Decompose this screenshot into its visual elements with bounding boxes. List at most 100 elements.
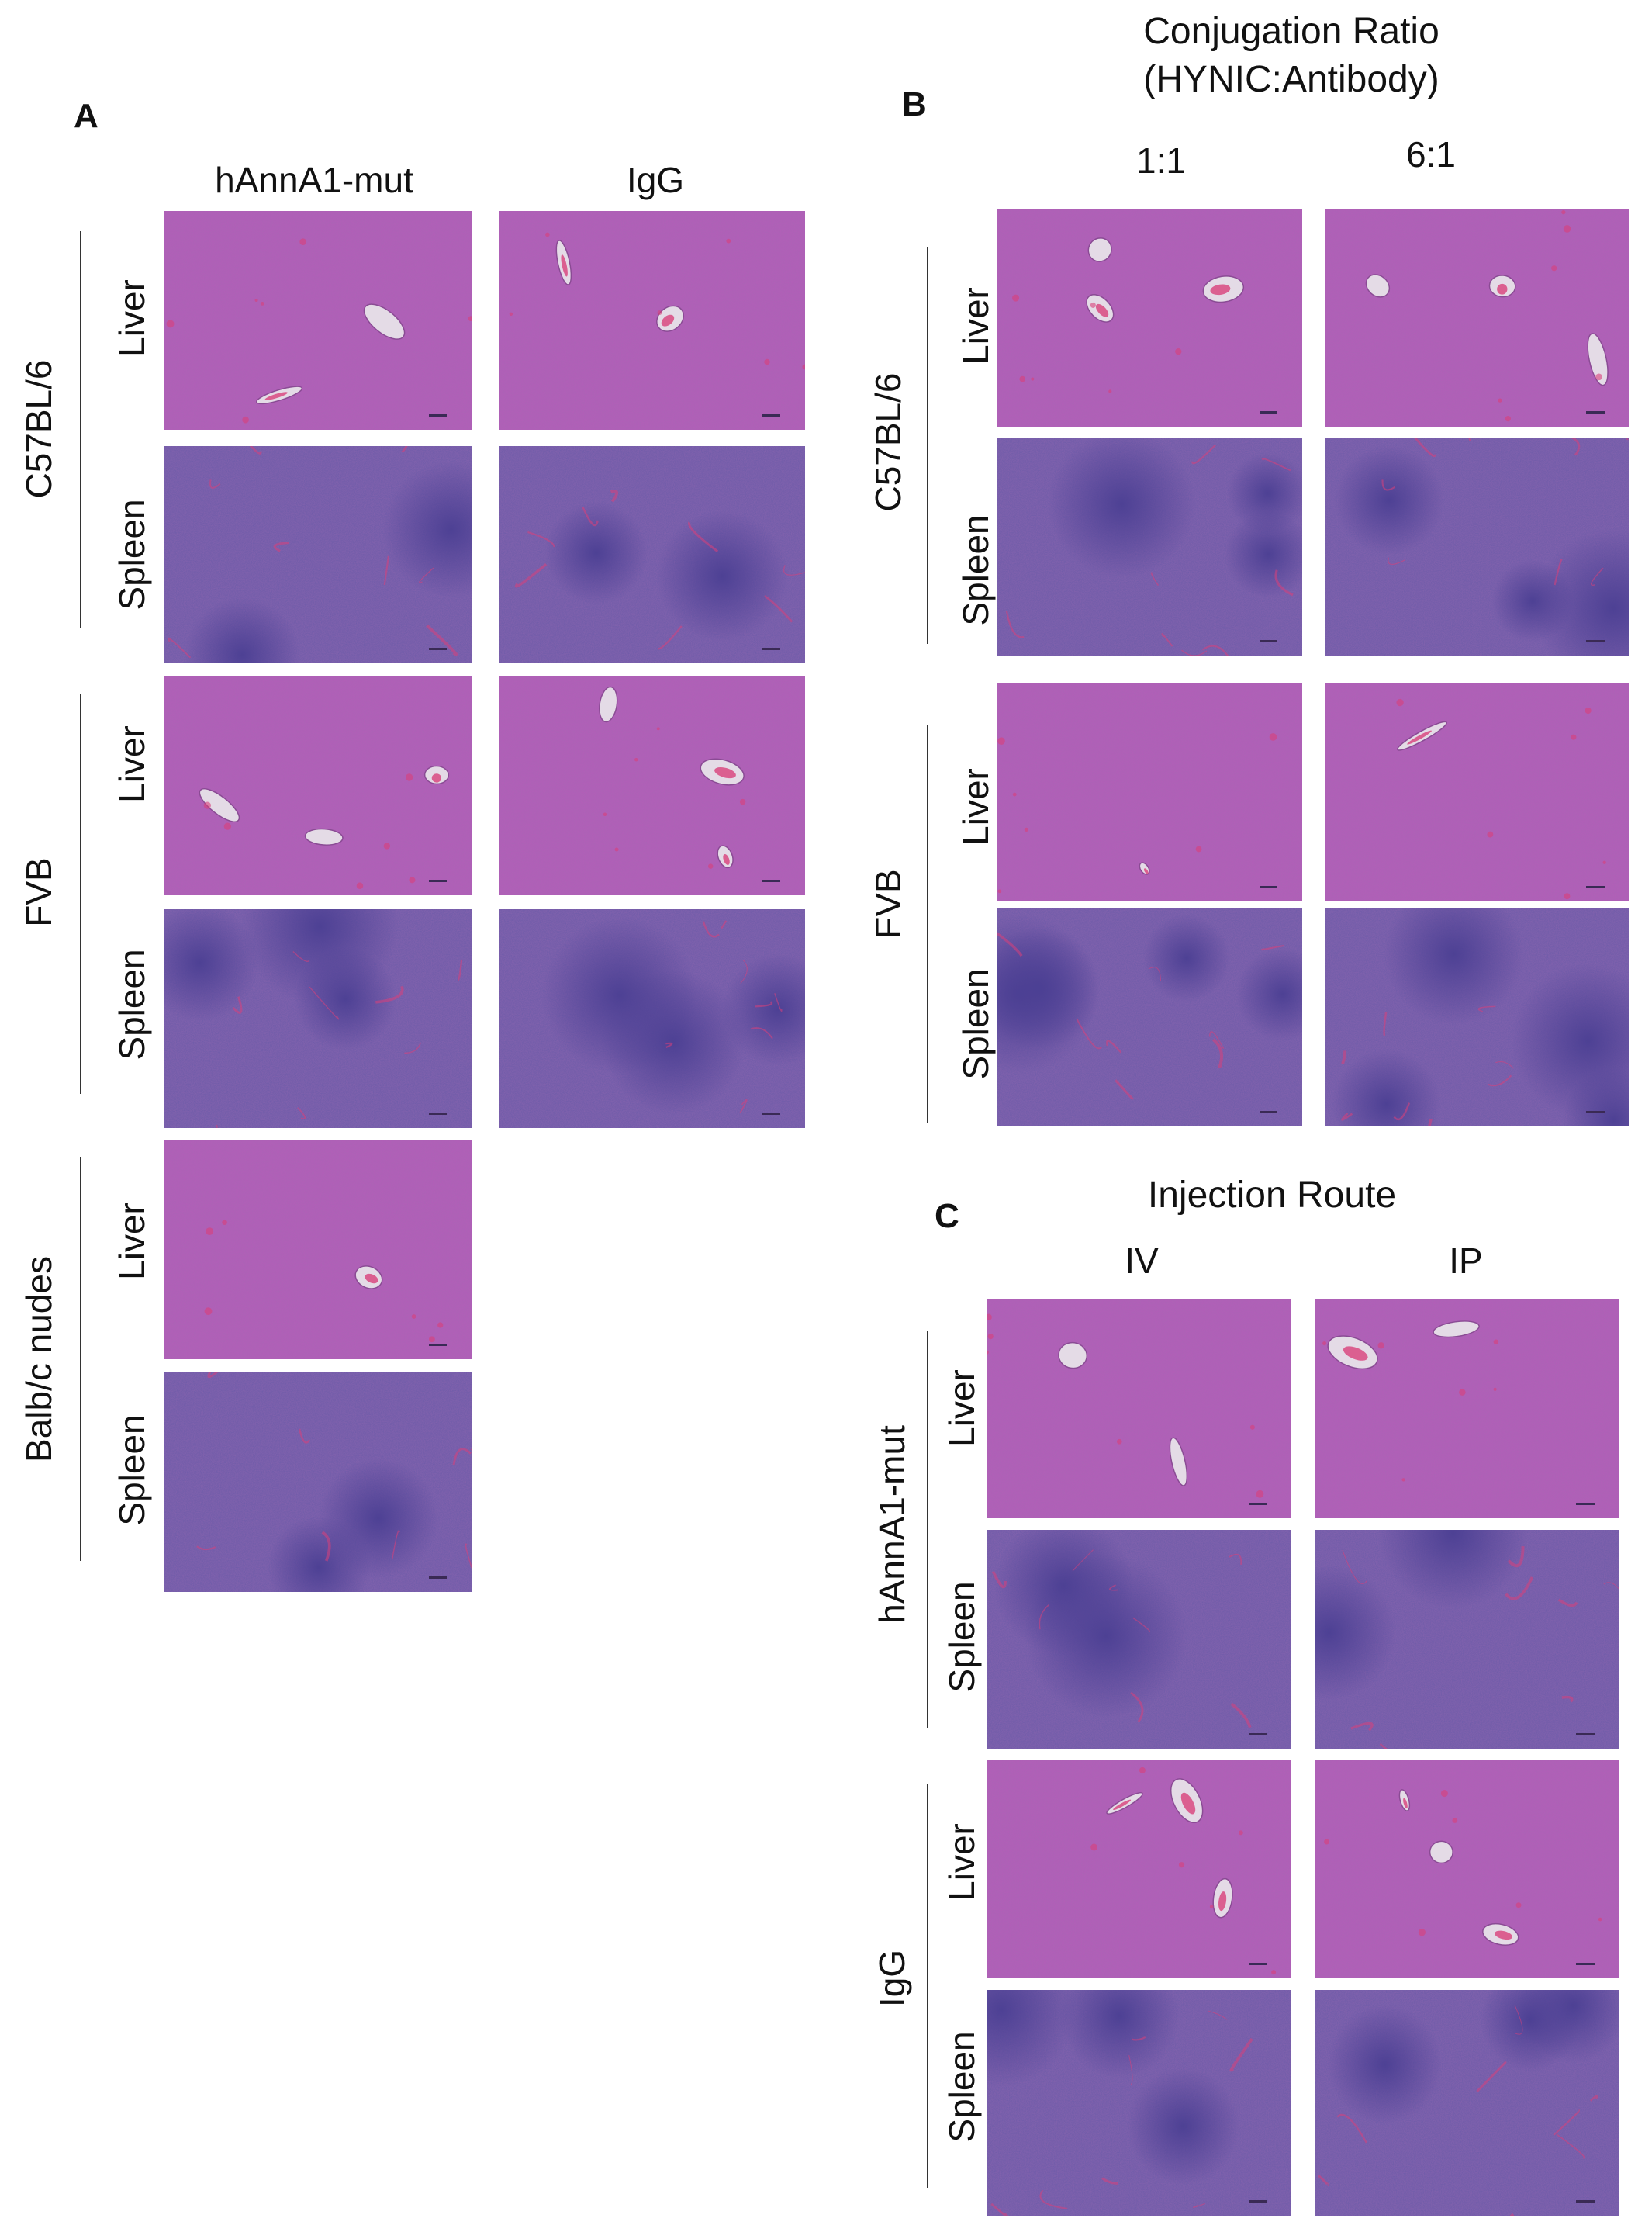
histology-texture	[987, 1990, 1291, 2216]
histology-texture	[164, 446, 472, 663]
histology-image-liver	[499, 211, 805, 430]
panel-c-group-label-igg: IgG	[872, 1949, 912, 2008]
histology-texture	[987, 1760, 1291, 1978]
histology-image-liver	[997, 209, 1302, 427]
histology-texture	[499, 446, 805, 663]
scale-bar	[428, 648, 448, 651]
panel-b-strain-label-fvb: FVB	[868, 869, 908, 939]
histology-texture	[1315, 1530, 1619, 1749]
scale-bar	[1248, 1963, 1267, 1966]
panel-c-organ-label-spleen: Spleen	[942, 2031, 982, 2143]
histology-texture	[987, 1530, 1291, 1749]
panel-c-organ-label-liver: Liver	[942, 1369, 982, 1447]
histology-image-liver	[987, 1760, 1291, 1978]
scale-bar	[428, 414, 448, 417]
panel-c-column-ip: IP	[1449, 1241, 1483, 1281]
histology-image-spleen	[164, 1372, 472, 1592]
panel-b-column-6-1: 6:1	[1406, 134, 1456, 175]
histology-texture	[499, 676, 805, 895]
histology-image-spleen	[164, 909, 472, 1128]
histology-image-liver	[164, 211, 472, 430]
histology-texture	[1315, 1299, 1619, 1518]
histology-texture	[499, 211, 805, 430]
panel-a-strain-label-fvb: FVB	[19, 857, 59, 927]
scale-bar	[762, 1112, 781, 1116]
panel-c-group-bracket-hannA1	[927, 1331, 928, 1728]
scale-bar	[1576, 1733, 1595, 1736]
scale-bar	[1259, 886, 1278, 889]
scale-bar	[428, 1112, 448, 1116]
scale-bar	[1576, 1963, 1595, 1966]
scale-bar	[1586, 411, 1605, 414]
scale-bar	[1259, 640, 1278, 643]
panel-c-letter: C	[935, 1197, 959, 1235]
histology-texture	[1315, 1760, 1619, 1978]
histology-image-liver	[1325, 683, 1629, 901]
panel-a-column-hannA1-mut: hAnnA1-mut	[215, 160, 413, 200]
panel-a-strain-label-c57: C57BL/6	[19, 359, 59, 499]
histology-texture	[997, 438, 1302, 656]
panel-b-organ-label-spleen: Spleen	[956, 514, 996, 626]
panel-c-title: Injection Route	[1147, 1175, 1397, 1216]
panel-c-group-bracket-igg	[927, 1784, 928, 2188]
panel-c-column-iv: IV	[1125, 1241, 1159, 1281]
histology-texture	[1325, 683, 1629, 901]
histology-texture	[164, 1140, 472, 1359]
panel-c-organ-label-liver: Liver	[942, 1823, 982, 1901]
panel-a-organ-label-liver: Liver	[112, 725, 152, 803]
scale-bar	[762, 648, 781, 651]
panel-a-organ-label-spleen: Spleen	[112, 949, 152, 1061]
histology-texture	[499, 909, 805, 1128]
histology-image-spleen	[997, 438, 1302, 656]
histology-texture	[997, 908, 1302, 1126]
panel-b-strain-label-c57: C57BL/6	[868, 372, 908, 512]
scale-bar	[1248, 2200, 1267, 2203]
scale-bar	[1576, 2200, 1595, 2203]
scale-bar	[1576, 1503, 1595, 1506]
histology-texture	[987, 1299, 1291, 1518]
histology-image-liver	[1315, 1760, 1619, 1978]
panel-a-strain-bracket-fvb	[80, 694, 81, 1094]
histology-image-liver	[1325, 209, 1629, 427]
histology-image-spleen	[997, 908, 1302, 1126]
panel-c-group-label-hannA1: hAnnA1-mut	[872, 1425, 912, 1624]
panel-a-column-igg: IgG	[626, 160, 685, 200]
histology-image-spleen	[499, 909, 805, 1128]
histology-image-liver	[499, 676, 805, 895]
scale-bar	[1586, 1111, 1605, 1114]
scale-bar	[1259, 411, 1278, 414]
histology-texture	[1325, 209, 1629, 427]
histology-image-spleen	[1325, 438, 1629, 656]
panel-b-letter: B	[902, 85, 927, 123]
panel-a-organ-label-liver: Liver	[112, 279, 152, 357]
histology-texture	[1325, 438, 1629, 656]
panel-b-column-1-1: 1:1	[1136, 140, 1186, 181]
histology-image-spleen	[987, 1990, 1291, 2216]
scale-bar	[762, 880, 781, 883]
scale-bar	[762, 414, 781, 417]
histology-texture	[164, 676, 472, 895]
histology-image-spleen	[1315, 1530, 1619, 1749]
scale-bar	[1259, 1111, 1278, 1114]
histology-texture	[164, 1372, 472, 1592]
histology-texture	[997, 683, 1302, 901]
histology-texture	[1325, 908, 1629, 1126]
histology-image-liver	[164, 676, 472, 895]
scale-bar	[1248, 1503, 1267, 1506]
histology-image-liver	[1315, 1299, 1619, 1518]
histology-image-spleen	[1315, 1990, 1619, 2216]
histology-texture	[997, 209, 1302, 427]
scale-bar	[1586, 886, 1605, 889]
panel-a-letter: A	[74, 97, 98, 135]
panel-b-organ-label-liver: Liver	[956, 768, 996, 846]
histology-image-spleen	[987, 1530, 1291, 1749]
panel-a-organ-label-spleen: Spleen	[112, 1414, 152, 1526]
histology-texture	[164, 211, 472, 430]
histology-image-liver	[987, 1299, 1291, 1518]
panel-b-organ-label-spleen: Spleen	[956, 968, 996, 1080]
panel-a-strain-label-balbc: Balb/c nudes	[19, 1256, 59, 1462]
histology-texture	[1315, 1990, 1619, 2216]
histology-image-spleen	[499, 446, 805, 663]
panel-a-strain-bracket-c57	[80, 231, 81, 628]
panel-c-organ-label-spleen: Spleen	[942, 1581, 982, 1693]
